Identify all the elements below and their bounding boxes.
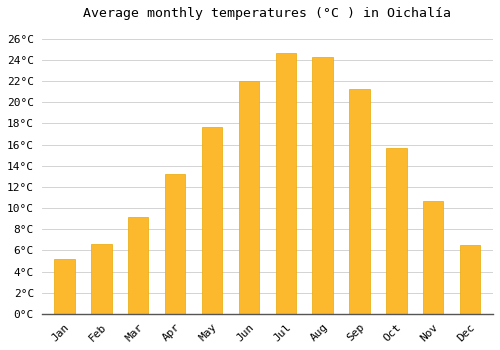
Bar: [128, 217, 148, 314]
Bar: [312, 57, 333, 314]
Title: Average monthly temperatures (°C ) in Oichalía: Average monthly temperatures (°C ) in Oi…: [84, 7, 452, 20]
Bar: [91, 244, 112, 314]
Bar: [238, 81, 259, 314]
Bar: [386, 148, 406, 314]
Bar: [54, 259, 74, 314]
Bar: [350, 90, 370, 314]
Bar: [276, 54, 296, 314]
Bar: [423, 201, 444, 314]
Bar: [202, 127, 222, 314]
Bar: [460, 245, 480, 314]
Bar: [165, 174, 186, 314]
